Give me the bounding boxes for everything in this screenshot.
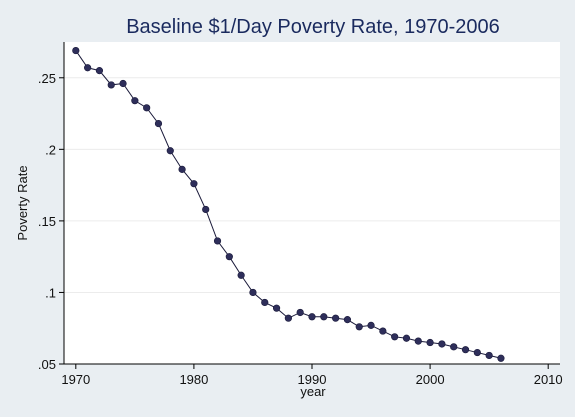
data-point — [272, 304, 281, 312]
y-tick-label: .05 — [38, 357, 56, 372]
series-markers — [72, 46, 505, 362]
data-point — [72, 46, 80, 55]
y-tick-label: .2 — [45, 142, 56, 157]
data-point — [450, 343, 458, 351]
y-tick-label: .15 — [38, 214, 56, 229]
data-point — [261, 298, 269, 307]
data-point — [119, 79, 127, 88]
data-point — [143, 104, 151, 112]
data-point — [320, 313, 328, 321]
data-point — [249, 288, 257, 297]
data-point — [296, 308, 304, 317]
data-point — [284, 314, 292, 322]
data-point — [355, 323, 363, 331]
data-point — [95, 67, 104, 75]
data-point — [367, 321, 375, 329]
data-point — [213, 237, 222, 245]
data-point — [84, 64, 92, 72]
data-point — [308, 313, 316, 321]
data-point — [154, 119, 163, 128]
data-point — [379, 327, 387, 335]
x-tick-label: 1990 — [298, 372, 327, 387]
data-point — [178, 165, 186, 173]
plot-area — [64, 42, 560, 364]
data-point — [131, 97, 139, 105]
x-tick-label: 1970 — [61, 372, 90, 387]
x-tick-label: 2000 — [416, 372, 445, 387]
data-point — [426, 338, 434, 347]
y-tick-label: .1 — [45, 285, 56, 300]
data-point — [497, 354, 505, 362]
y-axis-label: Poverty Rate — [15, 165, 30, 240]
x-ticks: 1970 1980 1990 2000 2010 — [61, 364, 563, 387]
data-point — [107, 81, 115, 89]
data-point — [438, 340, 446, 348]
data-point — [414, 337, 422, 345]
data-point — [343, 316, 352, 324]
x-axis-label: year — [300, 384, 326, 399]
x-tick-label: 1980 — [179, 372, 208, 387]
data-point — [485, 351, 493, 360]
data-point — [237, 271, 245, 279]
x-tick-label: 2010 — [534, 372, 563, 387]
data-point — [190, 180, 198, 188]
y-tick-label: .25 — [38, 71, 56, 86]
data-point — [461, 346, 470, 354]
data-point — [166, 147, 174, 155]
data-point — [332, 314, 340, 322]
data-point — [225, 253, 233, 261]
data-point — [202, 205, 210, 214]
data-point — [402, 334, 411, 342]
chart-title: Baseline $1/Day Poverty Rate, 1970-2006 — [126, 16, 500, 38]
data-point — [391, 333, 399, 341]
data-point — [473, 348, 481, 357]
y-ticks: .05 .1 .15 .2 .25 — [38, 71, 64, 372]
